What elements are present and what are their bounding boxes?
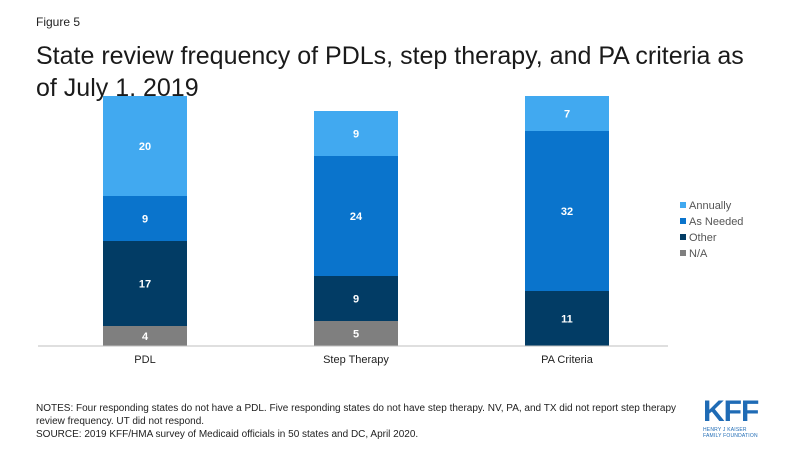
legend: Annually As Needed Other N/A	[680, 200, 743, 260]
x-tick-label-step-therapy: Step Therapy	[323, 354, 389, 366]
legend-swatch-n-a	[680, 250, 686, 256]
bar-pdl-annually	[103, 96, 187, 196]
data-label-step-therapy-other: 9	[353, 294, 359, 306]
data-label-pdl-other: 17	[139, 279, 151, 291]
x-tick-label-pa-criteria: PA Criteria	[541, 354, 594, 366]
legend-swatch-as-needed	[680, 218, 686, 224]
x-tick-labels: PDL Step Therapy PA Criteria	[134, 354, 593, 366]
data-label-step-therapy-annually: 9	[353, 129, 359, 141]
data-label-pa-criteria-annually: 7	[564, 109, 570, 121]
bar-pa-criteria-other	[525, 291, 609, 346]
legend-label-other: Other	[689, 232, 717, 244]
logo-wordmark: KFF	[703, 395, 759, 428]
source-text: SOURCE: 2019 KFF/HMA survey of Medicaid …	[36, 429, 419, 440]
figure-label: Figure 5	[36, 15, 81, 29]
x-tick-label-pdl: PDL	[134, 354, 155, 366]
chart-title: State review frequency of PDLs, step the…	[36, 42, 744, 102]
logo-org-line2: FAMILY FOUNDATION	[703, 433, 758, 439]
legend-swatch-other	[680, 234, 686, 240]
data-label-step-therapy-as-needed: 24	[350, 211, 363, 223]
data-label-pa-criteria-other: 11	[561, 314, 573, 326]
stacked-bar-chart: 4 17 9 20 5 9 24 9 11 32 7 PDL Step Therapy PA Crite…	[38, 96, 743, 366]
data-label-pdl-as-needed: 9	[142, 214, 148, 226]
bar-step-therapy-n-a	[314, 321, 398, 346]
bar-step-therapy-other	[314, 276, 398, 321]
data-label-step-therapy-n-a: 5	[353, 329, 359, 341]
bar-step-therapy-annually	[314, 111, 398, 156]
bar-pa-criteria-as-needed	[525, 131, 609, 291]
data-label-pdl-n-a: 4	[142, 331, 149, 343]
legend-label-annually: Annually	[689, 200, 732, 212]
notes-text: NOTES: Four responding states do not hav…	[36, 403, 676, 427]
logo-org-line1: HENRY J KAISER	[703, 427, 747, 433]
bars-group: 4 17 9 20 5 9 24 9 11 32 7	[103, 96, 609, 346]
bar-pa-criteria-annually	[525, 96, 609, 131]
data-label-pdl-annually: 20	[139, 141, 151, 153]
legend-label-n-a: N/A	[689, 248, 708, 260]
bar-pdl-n-a	[103, 326, 187, 346]
kff-logo: KFF HENRY J KAISER FAMILY FOUNDATION	[703, 397, 775, 441]
legend-label-as-needed: As Needed	[689, 216, 743, 228]
bar-pdl-other	[103, 241, 187, 326]
bar-step-therapy-as-needed	[314, 156, 398, 276]
legend-swatch-annually	[680, 202, 686, 208]
data-label-pa-criteria-as-needed: 32	[561, 206, 573, 218]
bar-pdl-as-needed	[103, 196, 187, 241]
notes-block: NOTES: Four responding states do not hav…	[36, 402, 696, 441]
